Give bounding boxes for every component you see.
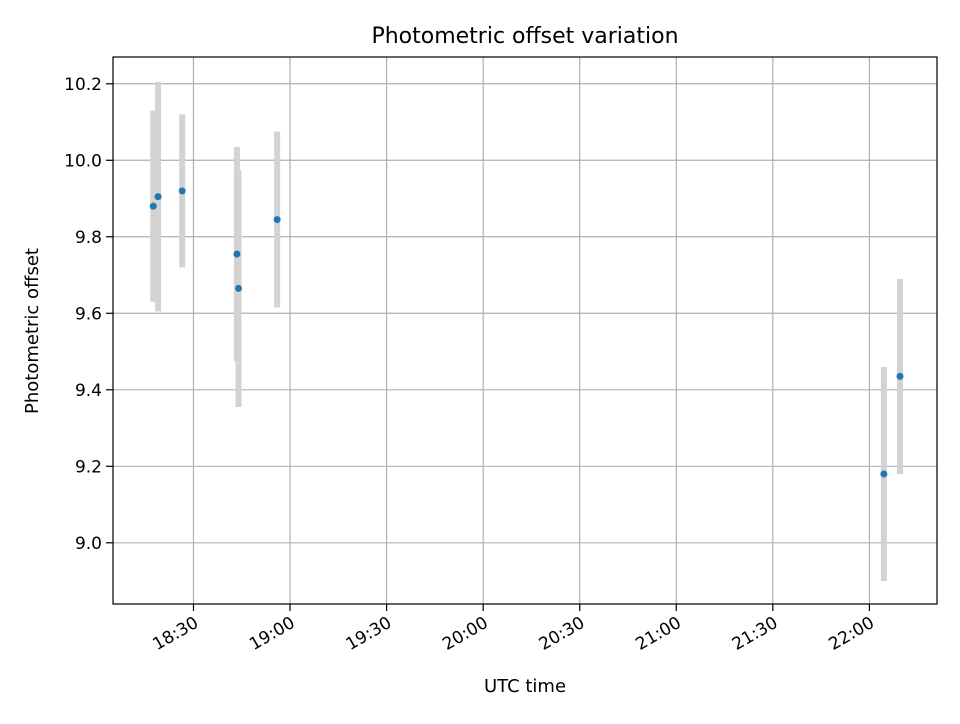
y-tick-label: 9.6 [75,304,102,324]
data-point [149,202,157,210]
grid [113,57,937,604]
y-tick-label: 9.8 [75,228,102,248]
y-axis-label: Photometric offset [22,248,43,414]
y-tick-label: 9.0 [75,534,102,554]
data-point [896,372,904,380]
data-point [233,250,241,258]
x-axis-label: UTC time [484,676,566,697]
y-axis: 9.0 9.2 9.4 9.6 9.8 10.0 10.2 [64,75,113,554]
y-tick-label: 9.4 [75,381,102,401]
chart-title: Photometric offset variation [371,24,678,49]
y-tick-label: 9.2 [75,457,102,477]
data-point [880,470,888,478]
y-tick-label: 10.0 [64,151,102,171]
plot-frame [112,56,938,605]
y-tick-label: 10.2 [64,75,102,95]
data-points [149,187,904,478]
data-point [235,284,243,292]
data-point [154,193,162,201]
data-point [273,216,281,224]
data-point [178,187,186,195]
